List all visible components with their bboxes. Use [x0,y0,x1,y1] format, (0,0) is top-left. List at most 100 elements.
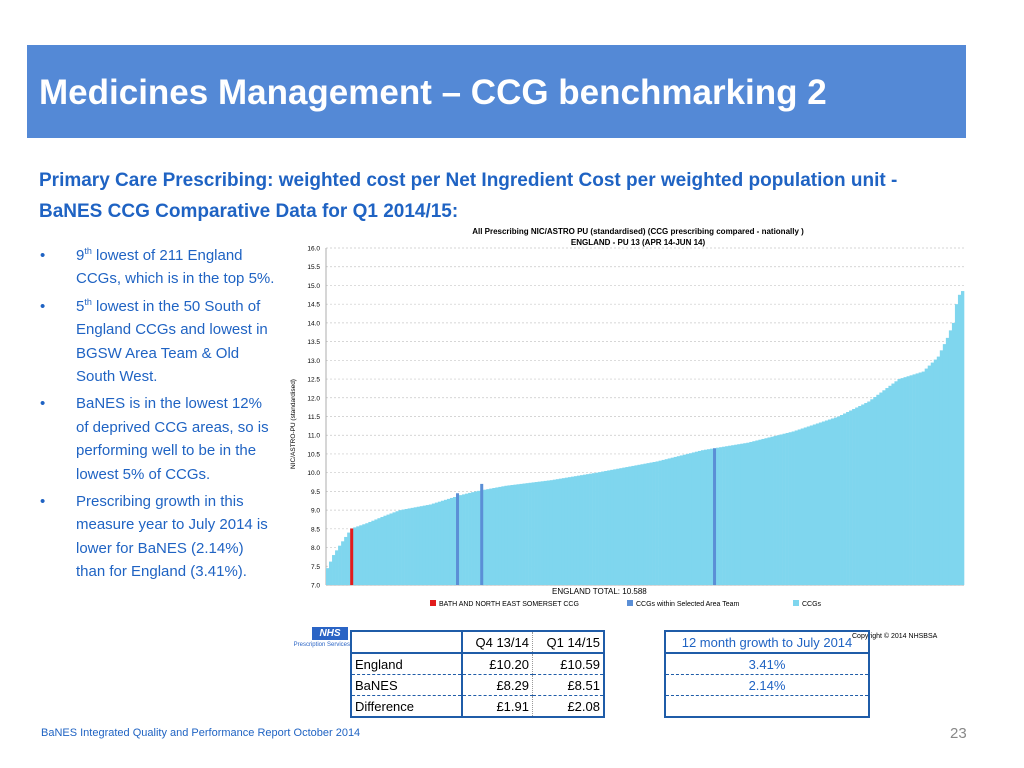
ccg-bar [431,503,436,585]
growth-header-row: 12 month growth to July 2014 [664,630,870,654]
nhs-logo: NHS Prescription Services [282,627,350,648]
ccg-bar [927,365,932,585]
bullet-rank: 5 [76,297,85,315]
ccg-bar [519,483,523,585]
ccg-bar [957,294,962,585]
ccg-bar [413,507,418,585]
ccg-bar [906,376,910,585]
ccg-bar [398,510,402,585]
y-tick-label: 7.5 [311,564,320,571]
ccg-bar [682,454,687,585]
ccg-bar [852,409,856,585]
cost-comparison-table: Q4 13/14 Q1 14/15 England £10.20 £10.59 … [350,630,605,718]
ccg-bar [359,525,363,585]
ccg-bar [649,462,653,585]
ccg-bar [725,446,729,585]
ccg-bar [416,506,421,585]
ccg-bar [785,432,789,585]
nhs-logo-subtext: Prescription Services [293,642,350,648]
ccg-bar [555,479,560,585]
ccg-bar [570,476,575,585]
bullet-ordinal: th [84,296,92,307]
y-axis-ticks: 7.0 7.5 8.0 8.5 9.0 9.5 10.0 10.5 11.0 11.5 12.0 12… [307,246,320,590]
bullet-list: • 9th lowest of 211 England CCGs, which i… [40,244,275,588]
ccg-bar [616,468,620,585]
ccg-bar [583,474,587,585]
ccg-bar [607,470,611,585]
copyright-text: Copyright © 2014 NHSBSA [852,632,938,640]
ccg-bar [613,469,617,585]
ccg-bar [670,457,675,585]
ccg-bar [779,434,783,585]
ccg-bar [858,406,862,585]
ccg-bar [552,479,557,585]
ccg-bar [561,478,566,585]
ccg-bar [622,467,626,585]
ccg-bar [873,397,877,585]
highlighted-ccg-bar [350,528,354,585]
growth-value: 2.14% [664,674,870,696]
table-row: England £10.20 £10.59 [350,653,605,675]
ccg-bar [528,482,532,585]
y-tick-label: 14.5 [307,302,320,309]
ccg-bar [522,483,526,585]
ccg-bar [782,433,786,585]
table-cell: £10.20 [461,653,533,675]
ccg-bar [601,471,605,585]
ccg-bar [422,505,427,585]
table-header-cell: Q4 13/14 [461,630,533,654]
ccg-bar [710,448,714,585]
ccg-bar [356,526,360,585]
ccg-bar [326,568,330,585]
bullet-marker: • [40,297,46,315]
ccg-bar [595,472,599,585]
y-tick-label: 16.0 [307,246,320,253]
ccg-bar [746,442,750,585]
ccg-bar [516,484,520,585]
ccg-bar [791,431,795,585]
ccg-bar [755,440,759,585]
ccg-bar [501,486,505,585]
ccg-bar [474,491,478,585]
ccg-bar [579,475,584,585]
ccg-bar [897,379,901,585]
ccg-bar [489,488,493,585]
ccg-bar [471,492,475,585]
ccg-bar [737,444,741,585]
ccg-bar [664,459,668,585]
y-axis-label: NIC/ASTRO-PU (standardised) [290,379,297,469]
ccg-bar [534,482,538,585]
ccg-bar [803,427,808,585]
chart-legend: BATH AND NORTH EAST SOMERSET CCG CCGs wit… [430,600,822,608]
ccg-bar [867,401,871,585]
ccg-bar [332,555,336,585]
ccg-bar [767,437,771,585]
ccg-bar [564,477,569,585]
ccg-bar [864,403,868,585]
bullet-marker: • [40,247,46,264]
ccg-bar [948,330,953,585]
legend-label: CCGs [802,601,822,608]
ccg-bar [728,445,732,585]
ccg-bar [592,473,596,585]
ccg-bar [843,413,847,585]
ccg-bar [734,444,738,585]
bullet-item: • Prescribing growth in this measure year… [40,490,275,584]
ccg-bar [749,441,753,585]
ccg-bar [703,449,708,585]
ccg-bar [697,450,702,585]
ccg-bar [764,438,768,585]
bullet-item: • 9th lowest of 211 England CCGs, which i… [40,244,275,291]
y-tick-label: 9.5 [311,489,320,496]
ccg-bar [903,377,907,585]
ccg-bar [462,494,466,585]
ccg-bar [758,439,762,585]
ccg-bar [933,359,938,585]
table-cell: £8.51 [532,674,605,696]
highlighted-ccg-bar [713,448,717,585]
ccg-bar [879,392,883,585]
ccg-bar [646,463,650,585]
ccg-bar [392,512,396,585]
ccg-bar [685,453,690,585]
ccg-bar [740,443,744,585]
